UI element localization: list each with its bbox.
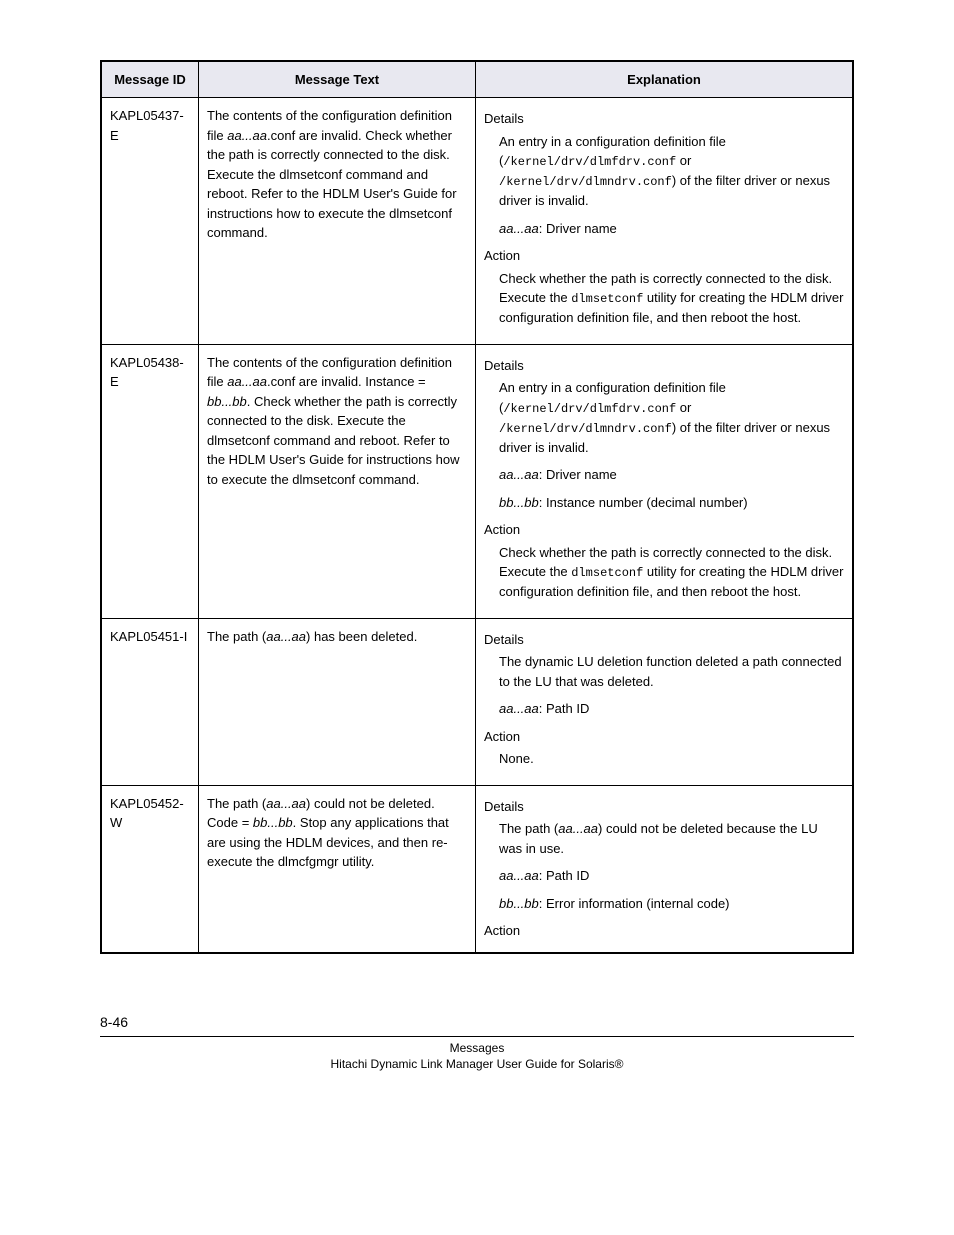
details-label: Details: [484, 356, 844, 376]
details-label: Details: [484, 797, 844, 817]
msg-exp: Details An entry in a configuration defi…: [476, 344, 854, 618]
action-label: Action: [484, 520, 844, 540]
msg-id: KAPL05438-E: [101, 344, 199, 618]
msg-exp: Details The path (aa...aa) could not be …: [476, 785, 854, 953]
table-row: KAPL05451-I The path (aa...aa) has been …: [101, 618, 853, 785]
details-label: Details: [484, 630, 844, 650]
table-row: KAPL05437-E The contents of the configur…: [101, 98, 853, 345]
action-label: Action: [484, 727, 844, 747]
msg-id: KAPL05437-E: [101, 98, 199, 345]
footer-section: Messages: [100, 1036, 854, 1055]
action-text: Check whether the path is correctly conn…: [499, 543, 844, 602]
details-text: The dynamic LU deletion function deleted…: [499, 652, 844, 691]
action-text: Check whether the path is correctly conn…: [499, 269, 844, 328]
details-text: bb...bb: Error information (internal cod…: [499, 894, 844, 914]
header-text: Message Text: [199, 61, 476, 98]
page-footer: 8-46 Messages Hitachi Dynamic Link Manag…: [100, 1014, 854, 1071]
action-text: None.: [499, 749, 844, 769]
header-exp: Explanation: [476, 61, 854, 98]
message-table: Message ID Message Text Explanation KAPL…: [100, 60, 854, 954]
header-id: Message ID: [101, 61, 199, 98]
details-text: aa...aa: Driver name: [499, 465, 844, 485]
action-label: Action: [484, 246, 844, 266]
details-text: An entry in a configuration definition f…: [499, 378, 844, 457]
msg-text: The contents of the configuration defini…: [199, 98, 476, 345]
details-label: Details: [484, 109, 844, 129]
msg-exp: Details The dynamic LU deletion function…: [476, 618, 854, 785]
footer-title: Hitachi Dynamic Link Manager User Guide …: [100, 1057, 854, 1071]
msg-text: The path (aa...aa) has been deleted.: [199, 618, 476, 785]
msg-text: The path (aa...aa) could not be deleted.…: [199, 785, 476, 953]
table-row: KAPL05438-E The contents of the configur…: [101, 344, 853, 618]
msg-id: KAPL05451-I: [101, 618, 199, 785]
details-text: aa...aa: Path ID: [499, 866, 844, 886]
details-text: aa...aa: Driver name: [499, 219, 844, 239]
msg-text: The contents of the configuration defini…: [199, 344, 476, 618]
details-text: An entry in a configuration definition f…: [499, 132, 844, 211]
action-label: Action: [484, 921, 844, 941]
details-text: bb...bb: Instance number (decimal number…: [499, 493, 844, 513]
msg-exp: Details An entry in a configuration defi…: [476, 98, 854, 345]
details-text: aa...aa: Path ID: [499, 699, 844, 719]
page-number: 8-46: [100, 1014, 854, 1036]
details-text: The path (aa...aa) could not be deleted …: [499, 819, 844, 858]
table-row: KAPL05452-W The path (aa...aa) could not…: [101, 785, 853, 953]
msg-id: KAPL05452-W: [101, 785, 199, 953]
